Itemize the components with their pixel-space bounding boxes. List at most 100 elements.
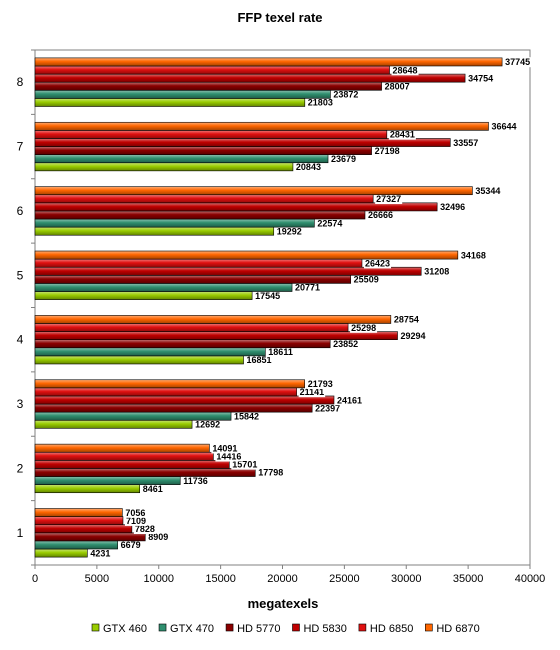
plot-area: 4231667989097828710970568461117361779815…	[34, 49, 532, 566]
data-label-background	[392, 314, 420, 325]
data-label-background	[245, 355, 273, 366]
data-label-background	[467, 73, 495, 84]
bar-gtx-470-5	[34, 283, 293, 292]
bar-hd-5830-2	[34, 460, 230, 469]
data-label-background	[294, 162, 322, 173]
data-label-background	[363, 258, 392, 269]
data-label: 14091	[212, 443, 237, 453]
data-label: 26423	[365, 258, 390, 268]
bar-hd-6850-7	[34, 130, 388, 139]
data-label: 34754	[468, 73, 493, 83]
data-label: 32496	[440, 202, 465, 212]
bar-hd-6850-8	[34, 65, 390, 75]
bar-gtx-460-7	[34, 162, 294, 172]
data-label-background	[335, 395, 364, 406]
data-label: 4231	[90, 548, 110, 558]
data-label: 21793	[308, 379, 333, 389]
data-label-background	[504, 57, 532, 68]
y-tick-label: 3	[17, 397, 24, 411]
bar-hd-5830-7	[34, 138, 451, 147]
y-tick-label: 1	[17, 526, 24, 540]
bar-hd-6870-3	[34, 379, 305, 389]
bar-gtx-460-4	[34, 355, 244, 365]
data-label: 17545	[255, 291, 280, 301]
data-label-background	[124, 507, 147, 518]
x-tick-label: 30000	[391, 573, 422, 585]
data-label-background	[388, 129, 416, 140]
x-tick-label: 20000	[267, 573, 298, 585]
legend-label: HD 5830	[303, 623, 346, 635]
bar-gtx-460-8	[34, 98, 306, 107]
data-label: 19292	[277, 226, 302, 236]
bar-hd-5830-8	[34, 73, 466, 83]
data-label-background	[373, 145, 401, 156]
bar-gtx-460-3	[34, 419, 193, 429]
bar-gtx-470-6	[34, 218, 315, 228]
bar-gtx-460-1	[34, 548, 88, 558]
bar-hd-5770-4	[34, 339, 331, 349]
x-axis-label: megatexels	[248, 596, 319, 611]
data-label: 25509	[354, 275, 379, 285]
data-label: 8909	[148, 532, 168, 542]
data-label: 37745	[505, 57, 530, 67]
data-label-background	[124, 515, 148, 526]
data-label-background	[257, 467, 285, 478]
data-label: 15842	[234, 411, 259, 421]
bar-hd-5770-6	[34, 210, 366, 220]
data-label: 6679	[121, 540, 141, 550]
data-label-background	[119, 540, 142, 551]
data-label: 22574	[317, 218, 342, 228]
y-tick-label: 7	[17, 140, 24, 154]
data-label-background	[490, 121, 518, 132]
data-label: 35344	[475, 186, 500, 196]
data-label-background	[133, 524, 156, 535]
data-label: 21141	[300, 387, 325, 397]
data-label-background	[298, 387, 326, 398]
x-tick-label: 0	[32, 573, 38, 585]
y-tick-label: 4	[17, 333, 24, 347]
legend-swatch	[358, 623, 367, 632]
bar-hd-5830-1	[34, 524, 133, 534]
data-label-background	[439, 202, 467, 213]
legend-label: HD 6850	[370, 623, 413, 635]
y-tick-label: 6	[17, 204, 24, 218]
data-label-background	[366, 210, 395, 221]
data-label: 23679	[331, 154, 356, 164]
data-label-background	[147, 532, 170, 543]
bar-gtx-470-7	[34, 154, 329, 164]
legend-swatch	[91, 623, 100, 632]
data-label: 31208	[424, 267, 449, 277]
data-label-background	[233, 411, 261, 422]
x-tick-label: 10000	[143, 573, 174, 585]
legend-label: GTX 470	[170, 623, 214, 635]
data-label: 27198	[375, 146, 400, 156]
data-label-background	[459, 250, 487, 261]
data-label-background	[267, 347, 294, 358]
data-label-background	[332, 89, 360, 100]
data-label-background	[306, 97, 334, 108]
x-axis: 0 5000 10000 15000 20000 25000 30000 35000 40000	[32, 565, 545, 585]
bar-hd-6850-3	[34, 387, 297, 397]
x-tick-label: 25000	[329, 573, 360, 585]
bar-hd-6870-1	[34, 508, 123, 517]
data-label-background	[474, 185, 502, 196]
data-label: 25298	[351, 323, 376, 333]
bar-gtx-460-6	[34, 226, 275, 236]
bar-hd-6850-4	[34, 323, 349, 332]
x-tick-label: 35000	[453, 573, 484, 585]
legend-label: HD 6870	[436, 623, 479, 635]
bar-gtx-470-2	[34, 476, 181, 485]
data-label-background	[294, 282, 322, 293]
bar-hd-5770-5	[34, 275, 351, 284]
data-label: 33557	[453, 138, 478, 148]
y-tick-label: 8	[17, 75, 24, 89]
legend-label: HD 5770	[237, 623, 280, 635]
bar-hd-5830-6	[34, 202, 438, 212]
data-label-background	[423, 266, 451, 277]
legend-label: GTX 460	[103, 623, 147, 635]
data-label: 28648	[393, 65, 418, 75]
x-tick-label: 40000	[515, 573, 546, 585]
y-tick-label: 2	[17, 461, 24, 475]
bar-hd-5770-7	[34, 146, 372, 155]
data-label: 24161	[337, 395, 362, 405]
